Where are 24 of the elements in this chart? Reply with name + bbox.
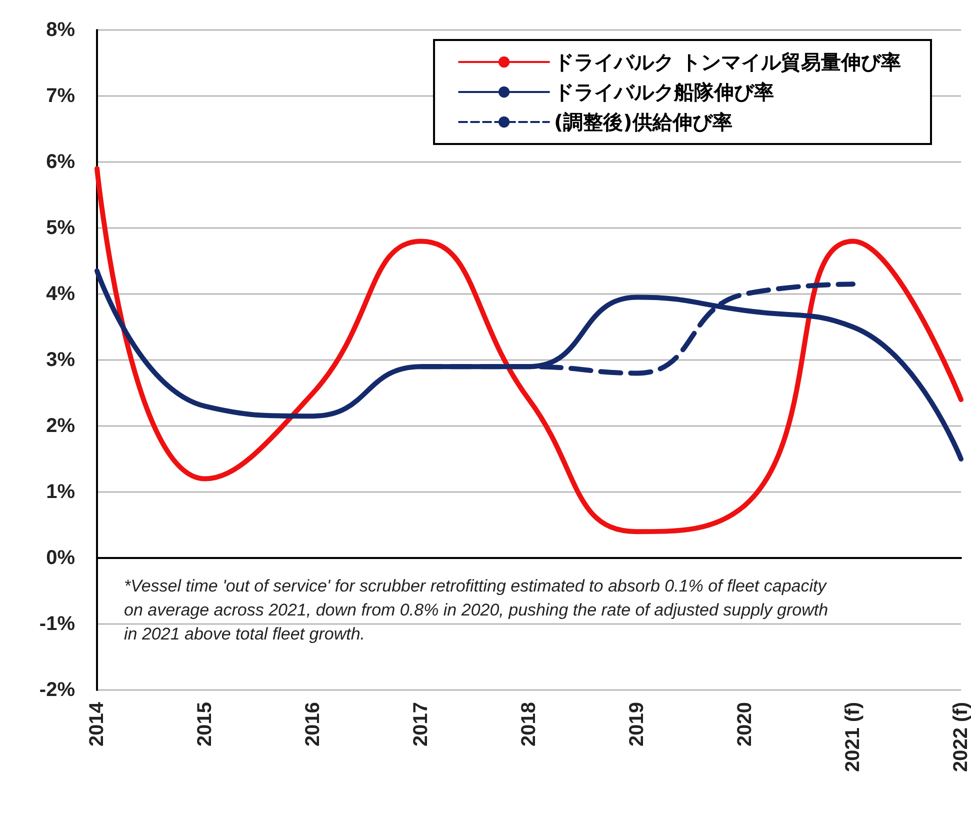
legend-label: ドライバルク トンマイル貿易量伸び率 — [554, 50, 902, 74]
x-tick-label: 2020 — [734, 702, 756, 746]
legend-label: ドライバルク船隊伸び率 — [554, 80, 774, 104]
y-tick-label: -1% — [39, 613, 76, 635]
x-tick-label: 2018 — [518, 702, 540, 746]
x-tick-label: 2016 — [302, 702, 324, 746]
y-tick-label: 5% — [46, 217, 76, 239]
x-tick-label: 2017 — [410, 702, 432, 746]
y-tick-label: 0% — [46, 547, 76, 569]
x-tick-label: 2019 — [626, 702, 648, 746]
y-tick-label: 4% — [46, 283, 76, 305]
y-tick-label: 7% — [46, 85, 76, 107]
y-tick-label: 6% — [46, 151, 76, 173]
legend-label: (調整後)供給伸び率 — [554, 110, 732, 134]
annotation: *Vessel time 'out of service' for scrubber retrofitting estimated to absorb 0.1% of fleet capacity on average across 2021, down from 0.8% in 2020, pushing the rate of adjusted supply growth in 2021 above total fleet growth. — [124, 576, 833, 644]
x-tick-label: 2021 (f) — [842, 702, 864, 772]
y-tick-label: 1% — [46, 481, 76, 503]
y-tick-label: -2% — [39, 679, 76, 701]
y-tick-label: 2% — [46, 415, 76, 437]
y-tick-label: 8% — [46, 19, 76, 41]
x-tick-label: 2015 — [194, 702, 216, 746]
x-tick-label: 2014 — [86, 701, 108, 746]
x-tick-label: 2022 (f) — [950, 702, 971, 772]
y-tick-label: 3% — [46, 349, 76, 371]
